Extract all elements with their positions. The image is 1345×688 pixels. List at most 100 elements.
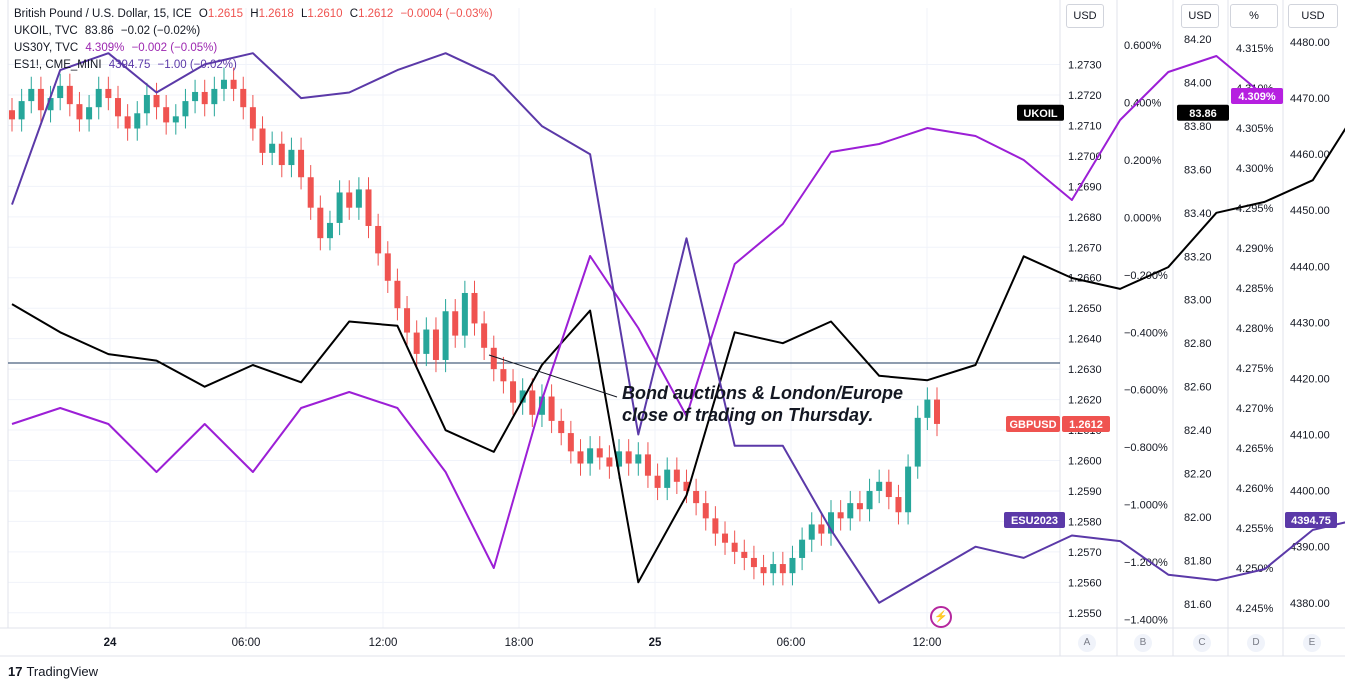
axis-a-tick-label: 1.2650 (1068, 303, 1102, 315)
candle-body (760, 567, 767, 574)
legend-ukoil-value: 83.86 (84, 25, 114, 37)
chart-legend: British Pound / U.S. Dollar, 15, ICE O1.… (14, 6, 493, 74)
axis-b-tick-label: −1.400% (1124, 614, 1168, 626)
candle-body (789, 557, 796, 574)
candle-body (269, 143, 276, 153)
candle-body (346, 192, 353, 208)
tradingview-logo: 17 TradingView (8, 664, 98, 679)
candle-body (587, 448, 594, 464)
candle-body (567, 433, 574, 452)
candle-body (625, 451, 632, 464)
scale-a-unit-button[interactable]: USD (1066, 4, 1104, 28)
candle-body (28, 88, 35, 102)
legend-gbpusd-name: British Pound / U.S. Dollar, 15, ICE (14, 8, 192, 20)
legend-es[interactable]: ES1!, CME_MINI 4394.75 −1.00 (−0.02%) (14, 57, 493, 74)
axis-d-tick-label: 4.280% (1236, 323, 1274, 335)
tradingview-wordmark: TradingView (26, 664, 99, 679)
axis-a-tick-label: 1.2620 (1068, 395, 1102, 407)
axis-c-tick-label: 81.60 (1184, 599, 1212, 611)
scale-e-unit-button[interactable]: USD (1288, 4, 1338, 28)
candle-body (876, 481, 883, 491)
candle-body (201, 91, 208, 105)
candle-body (114, 98, 121, 117)
candle-body (249, 107, 256, 129)
candle-body (413, 332, 420, 354)
candle-body (288, 149, 295, 166)
legend-gbpusd-open: 1.2615 (207, 8, 244, 20)
axis-c-tick-label: 82.60 (1184, 382, 1212, 394)
candle-body (384, 253, 391, 281)
scale-a-letter[interactable]: A (1078, 634, 1096, 652)
candle-body (18, 101, 25, 120)
candle-body (240, 88, 247, 108)
scale-e-letter[interactable]: E (1303, 634, 1321, 652)
axis-e-tick-label: 4450.00 (1290, 205, 1330, 217)
candle-body (47, 98, 54, 111)
candle-body (192, 91, 199, 102)
candle-body (298, 149, 305, 178)
legend-gbpusd-close: 1.2612 (358, 8, 394, 20)
candle-body (885, 481, 892, 498)
candle-body (856, 503, 863, 510)
axis-b-tick-label: 0.000% (1124, 212, 1162, 224)
candle-body (153, 95, 160, 108)
current-value-esu2023: ESU2023 4394.75 (1004, 512, 1337, 529)
candle-body (172, 116, 179, 123)
candle-body (336, 192, 343, 223)
candle-body (799, 539, 806, 558)
axis-e-tick-label: 4460.00 (1290, 149, 1330, 161)
series-line-ukoil (11, 127, 1345, 584)
flash-icon[interactable]: ⚡ (930, 606, 952, 628)
axis-e-tick-label: 4420.00 (1290, 373, 1330, 385)
legend-ukoil[interactable]: UKOIL, TVC 83.86 −0.02 (−0.02%) (14, 23, 493, 40)
axis-d-tick-label: 4.265% (1236, 443, 1274, 455)
axis-c-tick-label: 82.40 (1184, 425, 1212, 437)
candle-body (326, 222, 333, 239)
axis-e-tick-label: 4480.00 (1290, 37, 1330, 49)
candle-body (37, 88, 44, 111)
candle-body (741, 551, 748, 558)
current-value-tag-bg (1285, 512, 1337, 529)
axis-c-tick-label: 82.20 (1184, 469, 1212, 481)
candle-body (818, 524, 825, 534)
axis-a-tick-label: 1.2580 (1068, 516, 1102, 528)
scale-c-letter[interactable]: C (1193, 634, 1211, 652)
annotation-line-1: Bond auctions & London/Europe (622, 383, 903, 403)
current-value-tag-text: 1.2612 (1069, 419, 1103, 431)
scale-b-letter[interactable]: B (1134, 634, 1152, 652)
candle-body (461, 292, 468, 336)
candle-body (895, 497, 902, 513)
series-line-esu2023 (11, 52, 1345, 604)
axis-e-tick-label: 4410.00 (1290, 430, 1330, 442)
axis-c-tick-label: 82.80 (1184, 338, 1212, 350)
scale-d-letter[interactable]: D (1247, 634, 1265, 652)
axis-a-tick-label: 1.2730 (1068, 60, 1102, 72)
candle-body (143, 95, 150, 114)
current-name-tag-text: GBPUSD (1009, 419, 1056, 431)
candle-body (529, 390, 536, 415)
scale-c-unit-button[interactable]: USD (1181, 4, 1219, 28)
candle-body (163, 107, 170, 123)
candle-body (548, 396, 555, 421)
legend-gbpusd-change: −0.0004 (−0.03%) (400, 8, 493, 20)
axis-a-tick-label: 1.2710 (1068, 120, 1102, 132)
candle-body (452, 311, 459, 336)
current-value-gbpusd: GBPUSD 1.2612 (1006, 415, 1110, 432)
scale-d-unit-button[interactable]: % (1230, 4, 1278, 28)
candle-body (317, 207, 324, 239)
candle-body (490, 347, 497, 370)
legend-us30y[interactable]: US30Y, TVC 4.309% −0.002 (−0.05%) (14, 40, 493, 57)
axis-a-tick-label: 1.2550 (1068, 608, 1102, 620)
axis-a-tick-label: 1.2570 (1068, 547, 1102, 559)
candle-body (230, 79, 237, 89)
x-tick-label: 12:00 (369, 637, 398, 649)
legend-gbpusd-c-label: C (349, 8, 359, 20)
legend-gbpusd[interactable]: British Pound / U.S. Dollar, 15, ICE O1.… (14, 6, 493, 23)
candle-body (57, 85, 64, 99)
axis-a-tick-label: 1.2660 (1068, 273, 1102, 285)
axis-a-tick-label: 1.2680 (1068, 212, 1102, 224)
current-value-tag-text: 83.86 (1189, 108, 1217, 120)
candle-body (596, 448, 603, 458)
current-name-tag-bg (1006, 415, 1060, 432)
